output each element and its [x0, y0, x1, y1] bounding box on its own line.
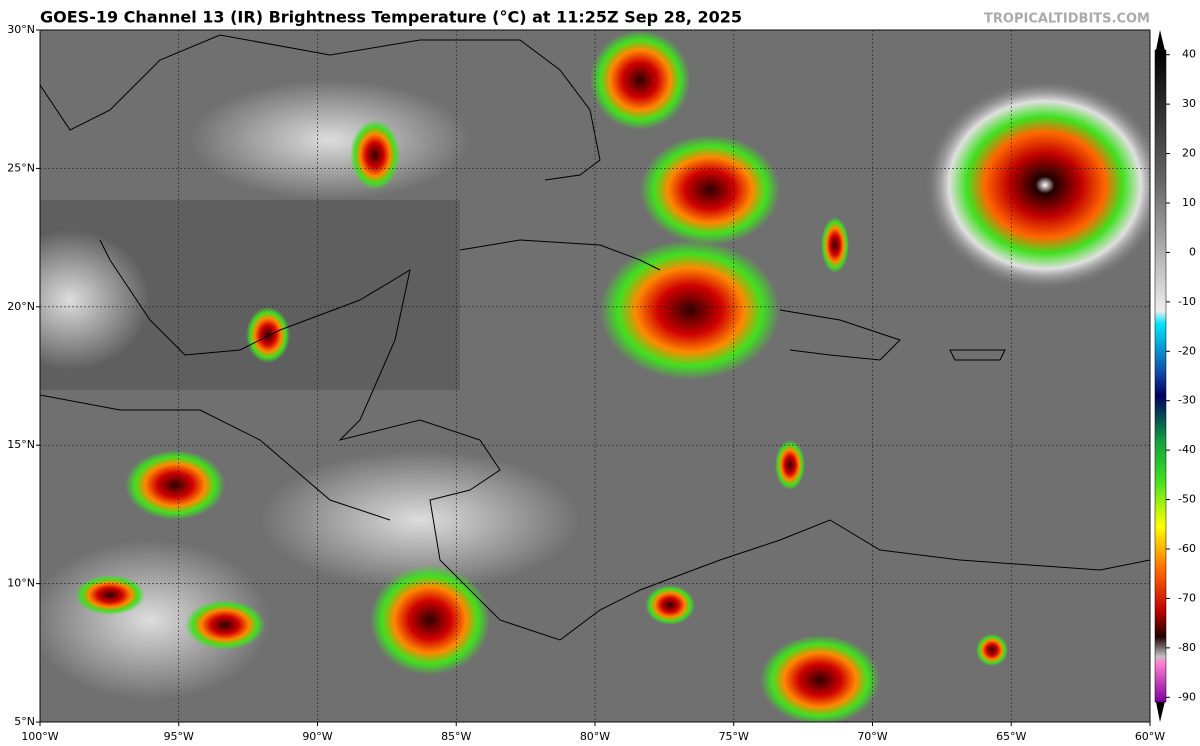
colorbar-tick-label: -60 — [1178, 542, 1196, 555]
y-tick-label: 15°N — [7, 438, 35, 451]
title: GOES-19 Channel 13 (IR) Brightness Tempe… — [40, 8, 742, 27]
y-tick-label: 30°N — [7, 23, 35, 36]
x-tick-label: 90°W — [302, 730, 332, 743]
x-tick-label: 80°W — [580, 730, 610, 743]
x-tick-label: 70°W — [857, 730, 887, 743]
colorbar-tick-label: 20 — [1182, 147, 1196, 160]
x-tick-label: 65°W — [996, 730, 1026, 743]
colorbar-tick-label: -70 — [1178, 591, 1196, 604]
colorbar-tick-label: -80 — [1178, 641, 1196, 654]
colorbar — [1154, 49, 1167, 703]
y-tick-label: 5°N — [14, 715, 35, 728]
colorbar-tick-label: 0 — [1189, 245, 1196, 258]
y-tick-label: 20°N — [7, 300, 35, 313]
x-tick-label: 75°W — [719, 730, 749, 743]
colorbar-tick-label: -40 — [1178, 443, 1196, 456]
colorbar-tick-label: -30 — [1178, 394, 1196, 407]
colorbar-tick-label: 40 — [1182, 48, 1196, 61]
colorbar-tick-label: 30 — [1182, 97, 1196, 110]
watermark: TROPICALTIDBITS.COM — [984, 12, 1150, 27]
x-tick-label: 60°W — [1135, 730, 1165, 743]
y-tick-label: 10°N — [7, 577, 35, 590]
colorbar-tick-label: -90 — [1178, 690, 1196, 703]
colorbar-tick-label: 10 — [1182, 196, 1196, 209]
colorbar-tick-label: -50 — [1178, 493, 1196, 506]
x-tick-label: 95°W — [164, 730, 194, 743]
colorbar-tick-label: -20 — [1178, 344, 1196, 357]
colorbar-tick-label: -10 — [1178, 295, 1196, 308]
x-tick-label: 85°W — [441, 730, 471, 743]
satellite-image — [40, 30, 1150, 722]
x-tick-label: 100°W — [21, 730, 58, 743]
y-tick-label: 25°N — [7, 161, 35, 174]
